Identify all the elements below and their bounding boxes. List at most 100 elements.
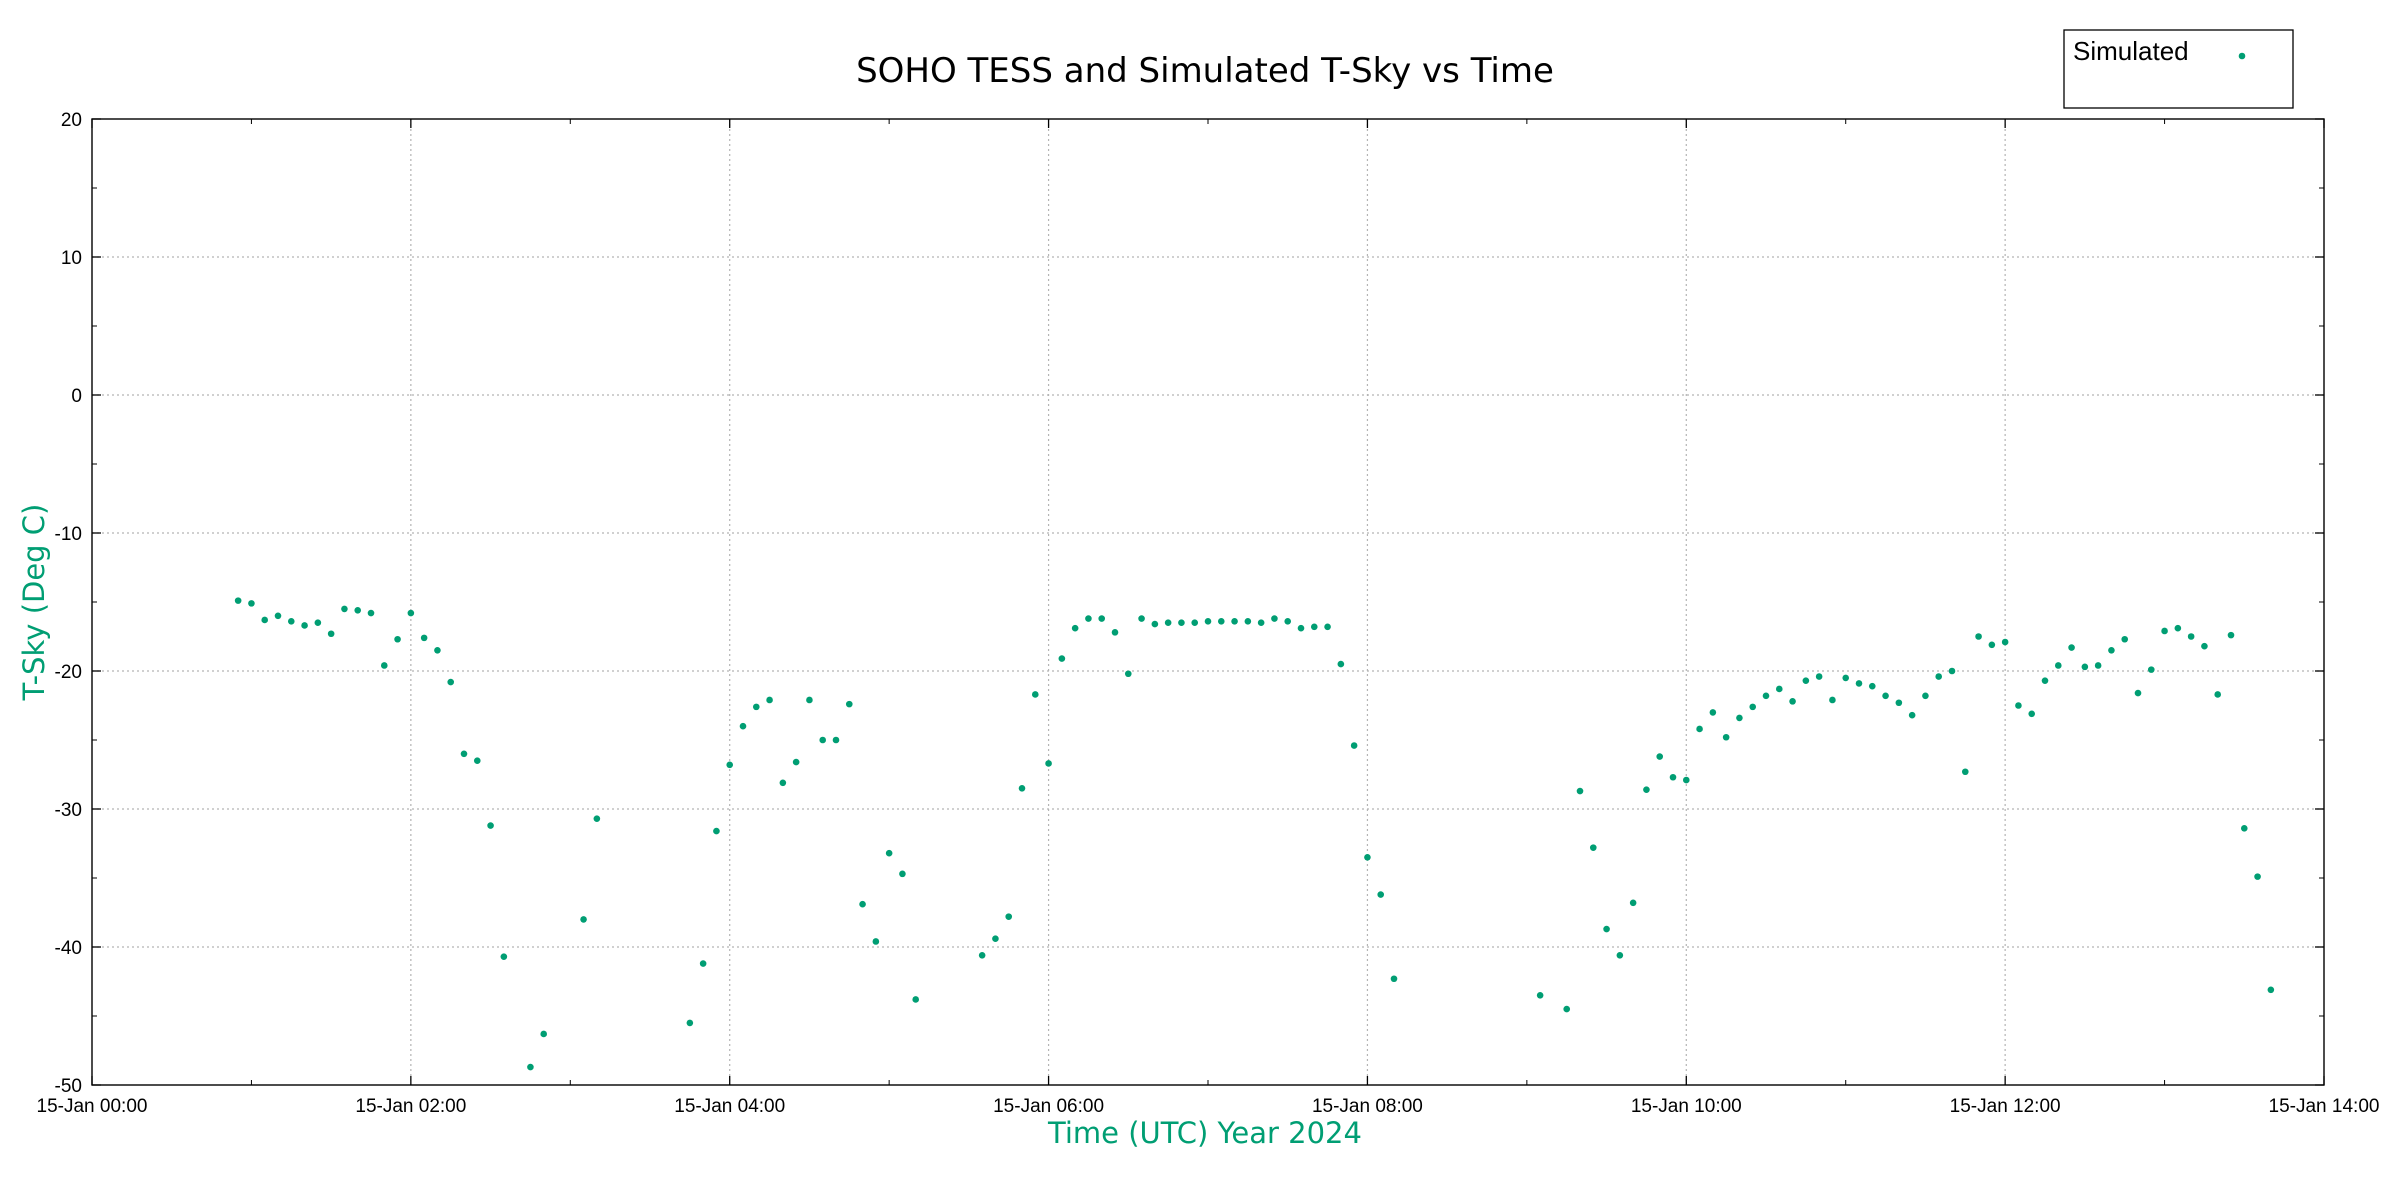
data-point bbox=[234, 597, 242, 604]
data-point bbox=[1085, 615, 1092, 622]
data-point bbox=[314, 619, 322, 626]
data-point bbox=[2054, 662, 2062, 669]
data-point bbox=[899, 870, 906, 878]
data-point bbox=[1922, 692, 1929, 700]
data-point bbox=[540, 1030, 548, 1038]
data-point bbox=[1829, 696, 1836, 704]
data-point bbox=[1855, 680, 1863, 687]
data-point bbox=[287, 618, 295, 625]
data-point bbox=[992, 935, 999, 943]
data-point bbox=[1802, 677, 1810, 684]
data-point bbox=[473, 757, 481, 764]
data-point bbox=[248, 600, 255, 607]
data-point bbox=[1961, 768, 1969, 776]
data-point bbox=[447, 678, 455, 686]
data-point bbox=[2254, 873, 2261, 880]
data-point bbox=[1669, 773, 1677, 781]
data-point bbox=[460, 750, 468, 758]
data-point bbox=[1789, 698, 1796, 705]
y-tick-label: 10 bbox=[61, 248, 82, 269]
data-point bbox=[1988, 641, 1996, 649]
data-point bbox=[2147, 666, 2155, 673]
data-point bbox=[2214, 691, 2222, 698]
data-point bbox=[2134, 689, 2142, 697]
series-simulated bbox=[234, 597, 2275, 1071]
x-tick-label: 15-Jan 04:00 bbox=[674, 1096, 785, 1117]
y-tick-label: 0 bbox=[71, 386, 82, 407]
data-point bbox=[779, 779, 787, 787]
data-point bbox=[1111, 629, 1119, 636]
data-point bbox=[1935, 673, 1943, 680]
legend-box bbox=[2063, 29, 2294, 109]
y-tick-label: -10 bbox=[55, 524, 82, 545]
x-tick-label: 15-Jan 02:00 bbox=[355, 1096, 466, 1117]
data-point bbox=[2174, 624, 2182, 632]
data-point bbox=[274, 612, 282, 620]
data-point bbox=[2121, 635, 2129, 643]
y-tick-label: -40 bbox=[55, 938, 82, 959]
data-point bbox=[2001, 638, 2009, 646]
data-point bbox=[1749, 703, 1757, 711]
data-point bbox=[580, 916, 587, 923]
data-point bbox=[1244, 618, 1252, 625]
data-point bbox=[713, 827, 720, 835]
data-point bbox=[1071, 624, 1079, 632]
data-point bbox=[1324, 623, 1331, 631]
data-point bbox=[766, 696, 773, 704]
data-point bbox=[1377, 891, 1385, 898]
data-point bbox=[1948, 667, 1956, 675]
data-point bbox=[1709, 709, 1717, 716]
data-point bbox=[1018, 785, 1026, 792]
y-axis-title: T-Sky (Deg C) bbox=[17, 504, 51, 702]
data-point bbox=[1257, 619, 1265, 626]
data-point bbox=[327, 630, 335, 638]
data-point bbox=[2227, 631, 2235, 639]
data-point bbox=[1722, 733, 1730, 741]
data-point bbox=[1124, 670, 1132, 678]
data-point bbox=[487, 822, 494, 829]
data-point bbox=[726, 761, 734, 769]
data-point bbox=[1603, 925, 1610, 933]
data-point bbox=[1390, 975, 1398, 983]
x-tick-label: 15-Jan 08:00 bbox=[1312, 1096, 1423, 1117]
data-point bbox=[1643, 786, 1650, 793]
data-point bbox=[394, 635, 401, 643]
x-axis-title: Time (UTC) Year 2024 bbox=[1047, 1116, 1362, 1150]
data-point bbox=[2240, 825, 2248, 832]
y-tick-label: -30 bbox=[55, 800, 82, 821]
data-point bbox=[2201, 642, 2208, 650]
legend-marker-simulated bbox=[2238, 52, 2246, 60]
data-point bbox=[354, 606, 362, 614]
data-point bbox=[2108, 647, 2115, 654]
data-point bbox=[2015, 702, 2022, 709]
x-tick-label: 15-Jan 14:00 bbox=[2269, 1096, 2380, 1117]
data-point bbox=[699, 960, 707, 967]
data-point bbox=[752, 703, 760, 711]
data-point bbox=[1815, 673, 1823, 680]
data-point bbox=[2267, 986, 2275, 994]
data-point bbox=[1616, 951, 1624, 959]
y-tick-label: 20 bbox=[61, 110, 82, 131]
data-point bbox=[1536, 992, 1544, 999]
data-point bbox=[686, 1019, 694, 1027]
data-point bbox=[1151, 620, 1159, 628]
x-tick-label: 15-Jan 10:00 bbox=[1631, 1096, 1742, 1117]
y-axis: 20 10 0 -10 -20 -30 -40 -50 bbox=[55, 110, 2324, 1097]
data-point bbox=[2161, 627, 2168, 635]
x-axis: 15-Jan 00:00 15-Jan 02:00 15-Jan 04:00 15-J… bbox=[37, 119, 2380, 1117]
data-point bbox=[2187, 633, 2195, 640]
chart-title: SOHO TESS and Simulated T-Sky vs Time bbox=[856, 51, 1554, 91]
y-tick-label: -50 bbox=[55, 1076, 82, 1097]
data-point bbox=[832, 736, 840, 744]
data-point bbox=[1736, 714, 1743, 722]
data-point bbox=[1882, 692, 1889, 700]
data-point bbox=[2028, 710, 2036, 718]
data-point bbox=[1098, 615, 1106, 622]
data-point bbox=[2041, 677, 2049, 684]
data-point bbox=[806, 696, 813, 704]
data-point bbox=[420, 634, 428, 642]
data-point bbox=[1045, 760, 1052, 767]
data-point bbox=[1350, 742, 1358, 749]
